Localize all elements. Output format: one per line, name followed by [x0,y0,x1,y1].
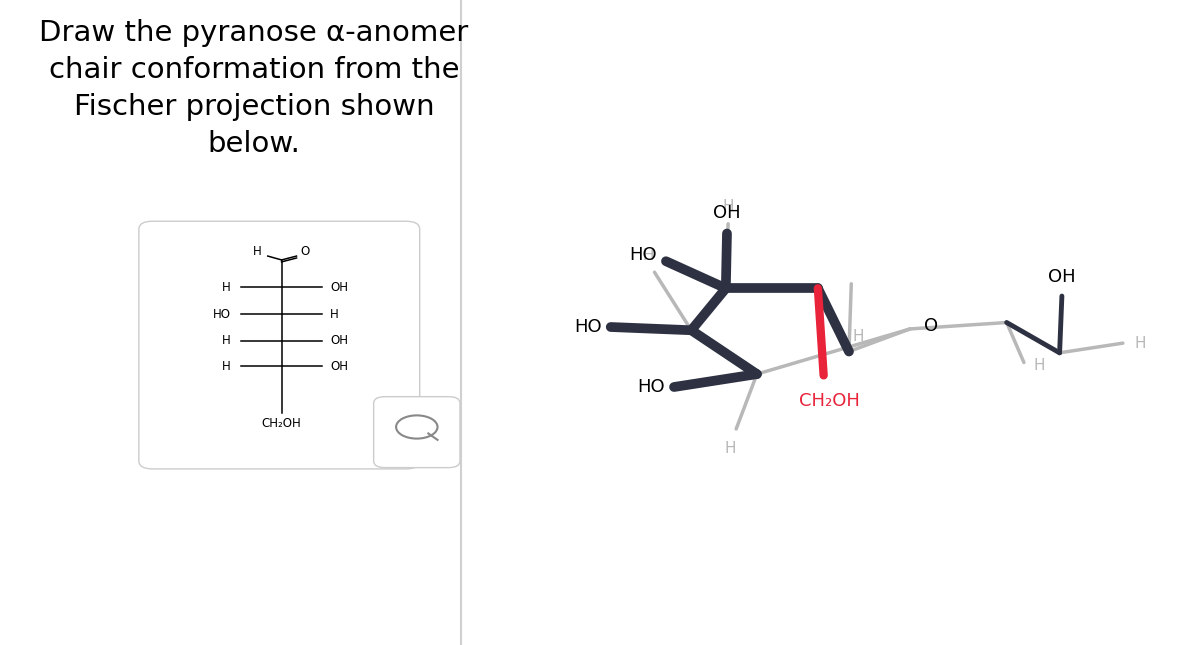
Text: Draw the pyranose α-anomer
chair conformation from the
Fischer projection shown
: Draw the pyranose α-anomer chair conform… [40,19,468,158]
Text: HO: HO [629,246,656,264]
Text: H: H [852,329,864,344]
Text: CH₂OH: CH₂OH [799,392,860,410]
Text: H: H [722,199,734,214]
Text: OH: OH [330,334,348,347]
Text: H: H [222,281,230,293]
Text: OH: OH [1048,268,1075,286]
Text: HO: HO [212,308,230,321]
Text: OH: OH [330,360,348,373]
Text: O: O [300,245,310,258]
Text: H: H [330,308,338,321]
Text: H: H [643,248,654,263]
Text: H: H [222,334,230,347]
Text: O: O [924,317,937,335]
Text: HO: HO [574,318,601,336]
FancyBboxPatch shape [139,221,420,469]
Text: OH: OH [330,281,348,293]
Text: H: H [1033,358,1045,373]
Text: H: H [222,360,230,373]
Text: OH: OH [713,204,740,222]
Text: CH₂OH: CH₂OH [262,417,301,430]
Text: H: H [253,245,262,258]
Text: H: H [1134,335,1146,351]
Text: HO: HO [637,378,665,396]
Text: H: H [725,441,736,455]
FancyBboxPatch shape [373,397,460,468]
